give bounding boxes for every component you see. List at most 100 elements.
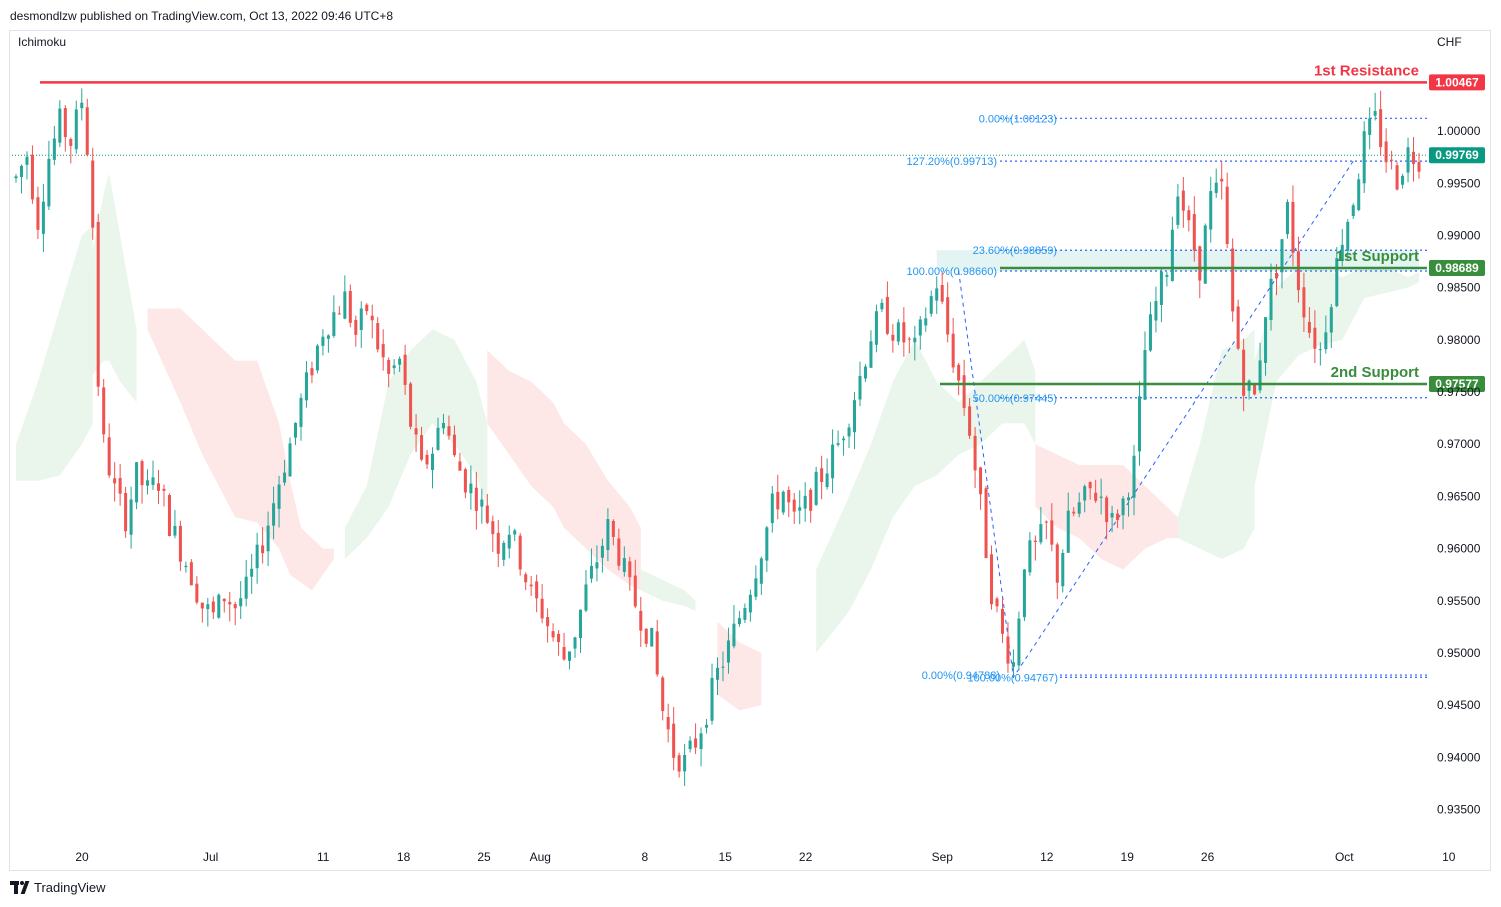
candle	[765, 525, 769, 572]
candle-body	[1302, 287, 1306, 318]
candle	[173, 510, 177, 539]
candle-body	[173, 525, 177, 536]
candle	[431, 447, 435, 489]
candle	[990, 545, 994, 610]
candle	[1340, 228, 1344, 267]
level-price-tag[interactable]: 0.98689	[1429, 259, 1485, 276]
candle	[1242, 338, 1246, 412]
level-price-tag[interactable]: 0.97577	[1429, 376, 1485, 393]
candle-body	[63, 108, 67, 138]
candle	[726, 627, 730, 674]
candle	[639, 596, 643, 647]
candle	[1055, 542, 1059, 600]
candle	[902, 307, 906, 357]
candle	[737, 611, 741, 627]
candle	[261, 527, 265, 564]
candle	[715, 657, 720, 696]
candle-body	[41, 201, 45, 234]
candle	[622, 546, 626, 577]
candle-body	[732, 623, 736, 647]
y-tick-label: 0.99500	[1437, 176, 1481, 190]
candle-body	[847, 427, 851, 437]
candle	[568, 651, 572, 670]
candle	[135, 462, 139, 510]
candle	[1061, 549, 1065, 593]
candle-body	[902, 322, 906, 343]
candle	[184, 561, 188, 573]
indicator-label[interactable]: Ichimoku	[18, 35, 66, 49]
publisher-line: desmondlzw published on TradingView.com,…	[10, 9, 394, 23]
candle	[1137, 381, 1142, 466]
x-tick-label: 25	[477, 850, 491, 864]
price-axis[interactable]: 1.00000 0.99500 0.99000 0.98500 0.98000 0.975…	[1429, 124, 1485, 816]
candle	[759, 556, 763, 595]
candle	[1412, 137, 1416, 182]
fib-level-label: 100.00%(0.94767)	[967, 672, 1058, 684]
candle	[546, 608, 550, 643]
candle-body	[1154, 301, 1158, 321]
candle-body	[661, 677, 665, 712]
candle-body	[1390, 159, 1394, 161]
x-tick-label: 15	[719, 850, 733, 864]
candle	[1395, 161, 1399, 191]
candle-body	[151, 477, 155, 485]
candle-body	[1083, 486, 1087, 501]
candle-body	[617, 538, 621, 566]
candle-body	[1280, 239, 1284, 273]
time-axis[interactable]: 20 Jul 11 18 25 Aug 8 15 22 Sep 12 19 26 Oct 10	[75, 850, 1455, 864]
candle	[781, 490, 785, 515]
candle-body	[918, 319, 922, 336]
candle-body	[1198, 246, 1202, 281]
last-price-tag-bg	[1429, 147, 1485, 164]
candle-body	[124, 493, 128, 532]
candle	[1000, 598, 1004, 643]
candle-body	[809, 489, 813, 511]
candle-body	[91, 160, 95, 228]
candle-body	[765, 527, 769, 561]
candle	[1351, 203, 1355, 219]
candle-body	[1412, 151, 1416, 164]
candle-body	[365, 304, 369, 312]
candle-body	[348, 290, 352, 323]
candle-body	[420, 435, 424, 460]
support-resistance-layer[interactable]: 1st Resistance 1.00467 1st Support 0.98689 2…	[40, 62, 1485, 393]
candle-body	[737, 618, 741, 625]
candle-body	[984, 488, 988, 558]
candle-body	[792, 499, 796, 512]
candle-body	[990, 554, 994, 605]
footer-brand[interactable]: TradingView	[10, 880, 106, 895]
candle-body	[436, 427, 440, 450]
candle-body	[1127, 497, 1131, 501]
candle-body	[787, 489, 791, 503]
candle-body	[1357, 179, 1361, 211]
candle	[869, 330, 873, 368]
candle-body	[403, 354, 407, 385]
level-price-tag-bg	[1429, 74, 1485, 91]
y-tick-label: 0.98000	[1437, 333, 1481, 347]
candle-body	[370, 315, 374, 321]
last-price-tag[interactable]: 0.99769	[1429, 147, 1485, 164]
candle-body	[474, 487, 478, 511]
candle-body	[359, 308, 363, 331]
candle-body	[814, 471, 818, 505]
candle-body	[480, 499, 484, 507]
level-price-tag[interactable]: 1.00467	[1429, 74, 1485, 91]
candle	[896, 319, 900, 346]
candle-body	[463, 469, 467, 493]
chart-pane[interactable]	[9, 30, 1491, 871]
candle-body	[694, 738, 698, 748]
candle-body	[250, 568, 254, 577]
candle	[1044, 520, 1048, 540]
candle-body	[1050, 520, 1054, 545]
candle	[1214, 168, 1218, 198]
candle-body	[979, 467, 983, 495]
y-tick-label: 0.96000	[1437, 542, 1481, 556]
candle-body	[622, 558, 626, 572]
candle-body	[924, 318, 928, 326]
candle-body	[589, 565, 593, 579]
candle-body	[1011, 662, 1015, 667]
candle-body	[743, 608, 747, 620]
candle	[672, 707, 676, 771]
candle-body	[1039, 524, 1043, 543]
